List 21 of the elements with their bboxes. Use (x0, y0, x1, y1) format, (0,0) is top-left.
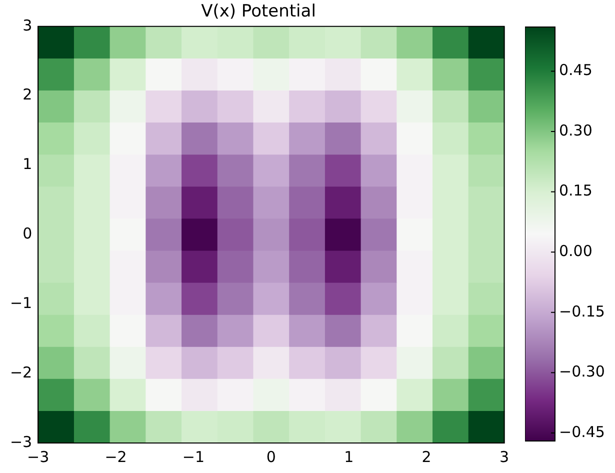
chart-title: V(x) Potential (201, 2, 316, 22)
color-bar-label: −0.45 (559, 422, 605, 441)
color-bar-label: −0.15 (559, 302, 605, 320)
y-tick-label: 3 (22, 16, 32, 34)
y-tick-label: 2 (22, 86, 32, 104)
y-tick-label: −1 (10, 294, 32, 312)
x-tick-label: −2 (104, 448, 127, 466)
y-tick-label: −2 (10, 363, 32, 382)
x-tick-label: 1 (344, 448, 354, 466)
x-tick-label: 2 (422, 448, 432, 466)
color-bar-label: 0.15 (559, 182, 592, 200)
x-tick-label: 0 (266, 448, 276, 466)
color-bar-label: 0.45 (559, 61, 592, 80)
color-bar-label: 0.30 (559, 121, 592, 140)
color-bar-label: 0.00 (559, 242, 592, 260)
color-bar-label: −0.30 (559, 362, 605, 381)
y-tick-label: 0 (22, 224, 32, 243)
x-tick-label: −1 (182, 448, 205, 466)
x-tick-label: 3 (499, 448, 509, 466)
y-tick-label: −3 (10, 432, 32, 451)
y-tick-label: 1 (22, 155, 32, 174)
